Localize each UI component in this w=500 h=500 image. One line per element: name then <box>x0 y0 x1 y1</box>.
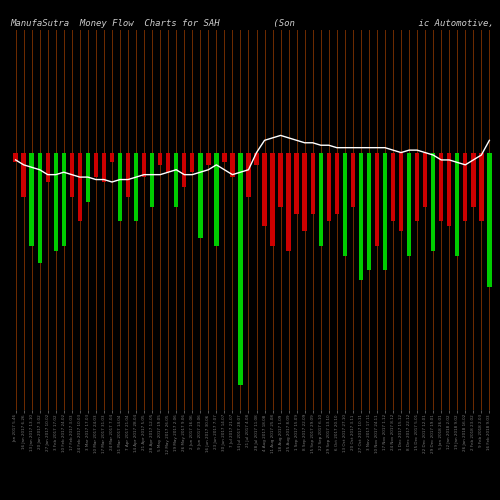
Bar <box>487 152 492 288</box>
Bar <box>399 152 404 231</box>
Bar <box>94 152 98 177</box>
Bar <box>62 152 66 246</box>
Bar <box>326 152 331 221</box>
Bar <box>358 152 363 280</box>
Bar <box>415 152 420 221</box>
Bar <box>150 152 154 206</box>
Bar <box>407 152 412 256</box>
Bar <box>383 152 387 270</box>
Bar <box>254 152 258 165</box>
Bar <box>431 152 436 250</box>
Bar <box>479 152 484 221</box>
Bar <box>190 152 194 172</box>
Bar <box>102 152 106 182</box>
Bar <box>206 152 210 165</box>
Bar <box>230 152 234 177</box>
Bar <box>471 152 476 206</box>
Bar <box>166 152 170 172</box>
Bar <box>334 152 339 214</box>
Bar <box>391 152 395 221</box>
Bar <box>439 152 444 221</box>
Bar <box>86 152 90 202</box>
Bar <box>375 152 379 246</box>
Bar <box>342 152 347 256</box>
Bar <box>214 152 218 246</box>
Bar <box>423 152 428 206</box>
Bar <box>238 152 242 386</box>
Bar <box>318 152 323 246</box>
Bar <box>278 152 283 206</box>
Bar <box>126 152 130 196</box>
Bar <box>270 152 275 246</box>
Bar <box>54 152 58 250</box>
Bar <box>366 152 371 270</box>
Bar <box>22 152 26 196</box>
Bar <box>46 152 50 182</box>
Bar <box>70 152 74 196</box>
Bar <box>174 152 178 206</box>
Text: ManufaSutra  Money Flow  Charts for SAH          (Son                       ic A: ManufaSutra Money Flow Charts for SAH (S… <box>10 19 500 28</box>
Bar <box>302 152 307 231</box>
Bar <box>30 152 34 246</box>
Bar <box>222 152 226 162</box>
Bar <box>294 152 299 214</box>
Bar <box>118 152 122 221</box>
Bar <box>455 152 460 256</box>
Bar <box>78 152 82 221</box>
Bar <box>134 152 138 221</box>
Bar <box>262 152 267 226</box>
Bar <box>286 152 291 250</box>
Bar <box>158 152 162 165</box>
Bar <box>246 152 250 196</box>
Bar <box>198 152 202 238</box>
Bar <box>310 152 315 214</box>
Bar <box>110 152 114 162</box>
Bar <box>182 152 186 187</box>
Bar <box>463 152 468 221</box>
Bar <box>14 152 18 162</box>
Bar <box>38 152 42 263</box>
Bar <box>447 152 452 226</box>
Bar <box>350 152 355 206</box>
Bar <box>142 152 146 177</box>
